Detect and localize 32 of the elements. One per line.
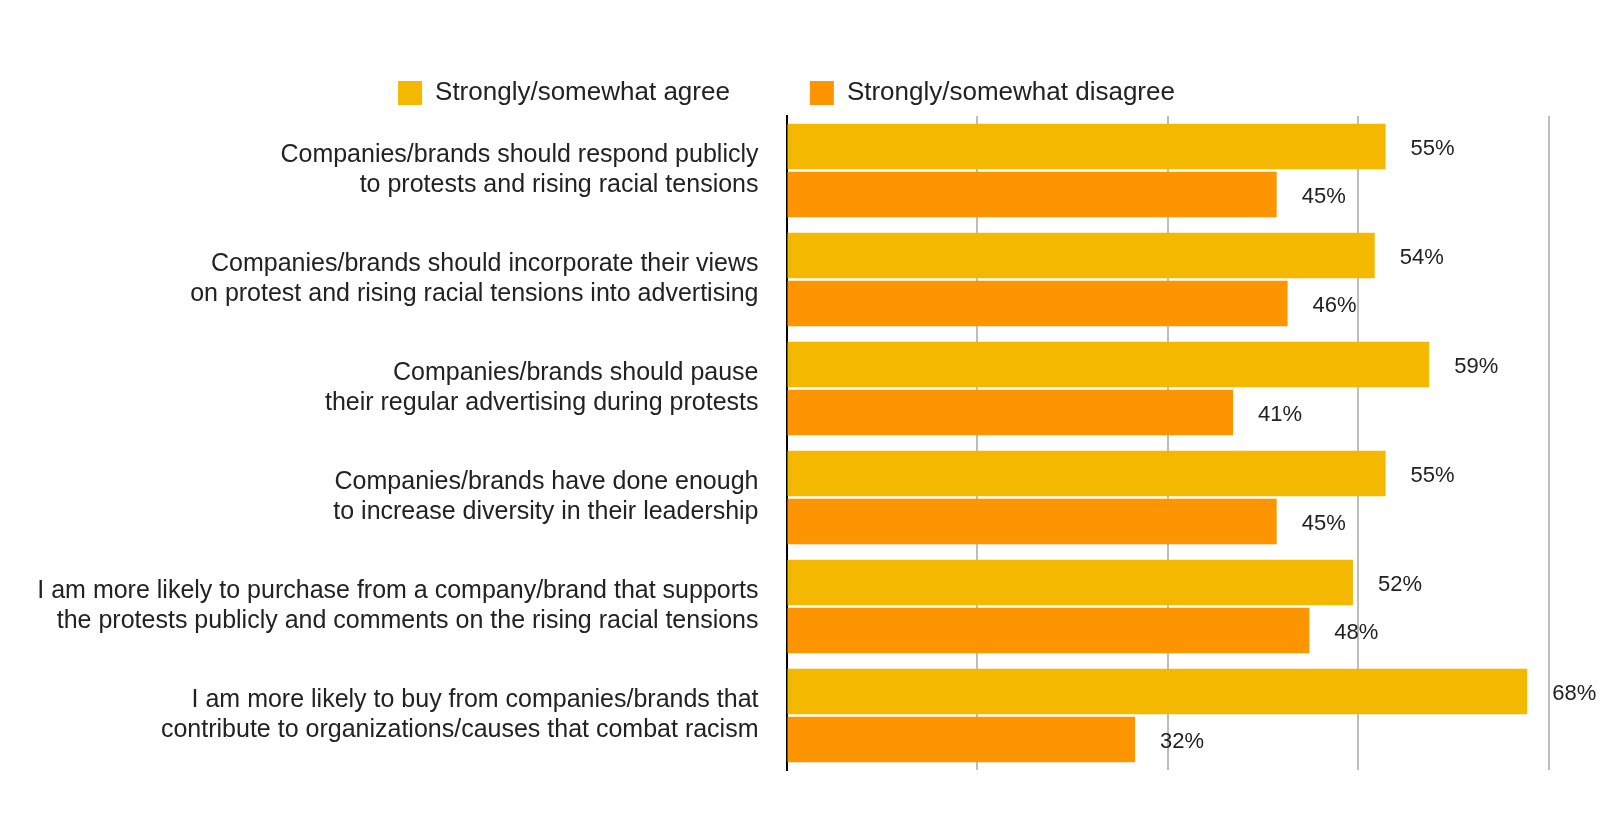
bar: [787, 498, 1277, 545]
data-label: 45%: [1301, 182, 1346, 208]
bar: [787, 389, 1234, 436]
data-label: 45%: [1301, 509, 1346, 535]
legend-label: Strongly/somewhat disagree: [846, 76, 1175, 107]
bar: [787, 341, 1430, 388]
bar: [787, 607, 1310, 654]
y-tick-label: Companies/brands have done enough to increase diversity in their leadership: [333, 466, 759, 525]
bar: [787, 280, 1288, 327]
data-label: 54%: [1399, 243, 1444, 269]
data-label: 55%: [1410, 461, 1455, 487]
data-label: 48%: [1334, 618, 1379, 644]
y-tick-label: Companies/brands should incorporate their views on protest and rising racial tensions into advertising: [190, 248, 759, 307]
y-tick-label: I am more likely to purchase from a company/brand that supports the protests publicly and comments on the rising racial tensions: [37, 575, 759, 634]
data-label: 41%: [1258, 400, 1303, 426]
bar: [787, 171, 1277, 218]
data-label: 68%: [1552, 679, 1597, 705]
data-label: 46%: [1312, 291, 1357, 317]
data-label: 59%: [1454, 352, 1499, 378]
data-label: 55%: [1410, 134, 1455, 160]
data-label: 52%: [1377, 570, 1422, 596]
bar: [787, 668, 1528, 715]
y-tick-label: Companies/brands should pause their regular advertising during protests: [324, 357, 759, 416]
bar: [787, 450, 1386, 497]
bar: [787, 232, 1375, 279]
bar: [787, 123, 1386, 170]
bar: [787, 559, 1353, 606]
bar: [787, 716, 1136, 763]
y-tick-label: Companies/brands should respond publicly to protests and rising racial tensions: [280, 139, 759, 198]
y-tick-label: I am more likely to buy from companies/brands that contribute to organizations/causes that combat racism: [160, 684, 759, 743]
data-label: 32%: [1160, 727, 1205, 753]
legend-label: Strongly/somewhat agree: [435, 76, 730, 107]
